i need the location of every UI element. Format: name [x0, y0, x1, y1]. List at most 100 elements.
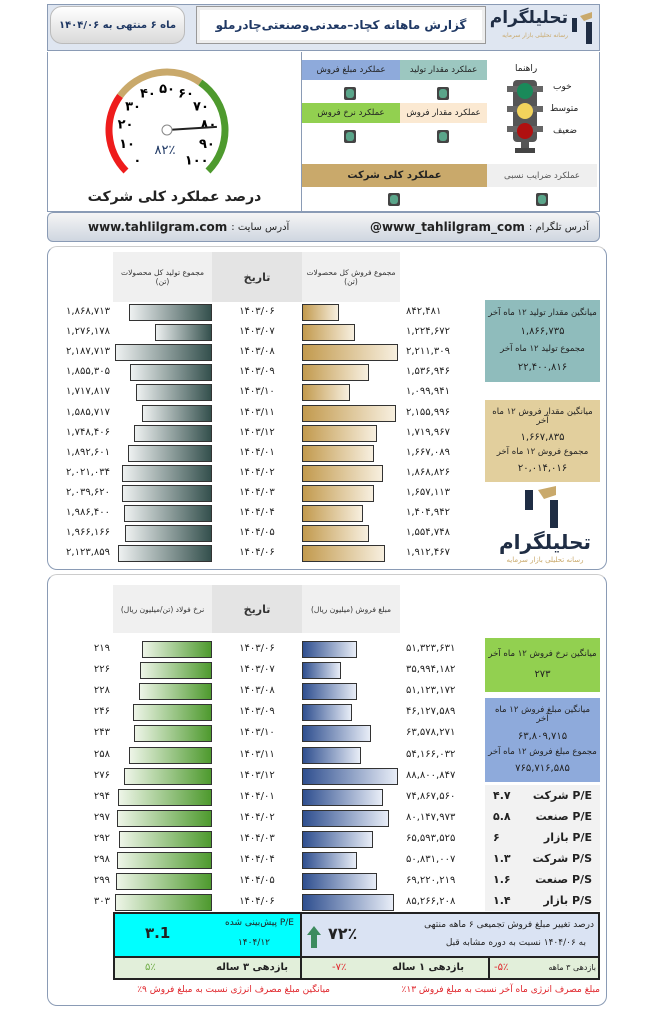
sales-amount-value: ۳۵,۹۹۴,۱۸۲	[406, 664, 456, 676]
date-cell: ۱۴۰۳/۰۷	[239, 326, 275, 338]
date-cell: ۱۴۰۳/۱۰	[239, 386, 275, 398]
production-bar	[122, 464, 212, 482]
ratio-label: P/S صنعت	[535, 873, 592, 886]
sales-qty-bar	[302, 444, 375, 462]
telegram-label: آدرس تلگرام :	[528, 221, 589, 233]
gauge-tick-label: ۱۰۰	[185, 154, 209, 169]
date-cell: ۱۴۰۴/۰۳	[239, 832, 275, 844]
sales-amount-value: ۶۹,۲۲۰,۲۱۹	[406, 875, 456, 887]
production-value: ۱,۵۸۵,۷۱۷	[66, 406, 110, 418]
avg-production-label: میانگین مقدار تولید ۱۲ ماه آخر	[488, 308, 597, 319]
sum-production-label: مجموع تولید ۱۲ ماه آخر	[500, 343, 585, 354]
sales-qty-bar	[302, 344, 398, 362]
sales-amount-value: ۶۵,۵۹۳,۵۲۵	[406, 832, 456, 844]
avg-sales-label: میانگین مقدار فروش ۱۲ ماه آخر	[492, 406, 593, 426]
sales-amount-bar	[302, 894, 395, 912]
sales-header-unit: (تن)	[344, 277, 358, 286]
gauge-tick-label: ۶۰	[178, 87, 194, 102]
telegram-link[interactable]: @www_tahlilgram_com	[369, 220, 525, 234]
steel-rate-value: ۲۱۹	[93, 643, 110, 654]
steel-rate-bar	[116, 809, 212, 827]
return-3y-cell: بازدهی ۳ ساله ۵٪	[115, 956, 302, 978]
gauge-medium-arc	[117, 68, 203, 99]
status-indicator-icon	[344, 87, 356, 100]
production-value: ۱,۸۶۸,۷۱۳	[66, 306, 110, 317]
forecast-pe-date: ۱۴۰۴/۱۲	[237, 938, 270, 948]
sales-qty-bar	[302, 304, 339, 321]
sales-qty-value: ۱,۲۲۴,۶۷۲	[406, 326, 450, 338]
summary-box: P/E پیش‌بینی شده ۱۴۰۴/۱۲ ۳.1 درصد تغییر …	[113, 912, 600, 980]
status-indicator-icon	[437, 130, 449, 143]
gauge-good-arc	[198, 79, 229, 174]
status-indicator-icon	[344, 130, 356, 143]
guide-medium: متوسط	[550, 104, 579, 114]
sales-qty-bar	[302, 424, 377, 442]
energy-last-month: مبلغ مصرف انرژی ماه آخر نسبت به مبلغ فرو…	[401, 985, 600, 995]
sales-qty-value: ۱,۵۵۴,۷۴۸	[406, 527, 450, 539]
return-1y-label: بازدهی ۱ ساله	[392, 962, 464, 973]
production-value: ۲,۱۸۷,۷۱۳	[66, 346, 110, 358]
address-bar: آدرس تلگرام : @www_tahlilgram_com آدرس س…	[47, 212, 600, 242]
date-cell: ۱۴۰۳/۰۹	[239, 706, 275, 718]
production-value: ۱,۷۱۷,۸۱۷	[66, 386, 110, 398]
sales-amount-value: ۵۴,۱۶۶,۰۳۲	[406, 748, 456, 760]
sales-qty-header: مجموع فروش کل محصولات (تن)	[302, 252, 400, 302]
steel-rate-value: ۲۹۷	[93, 811, 110, 823]
production-bar	[155, 324, 212, 342]
production-header-label: مجموع تولید کل محصولات	[121, 268, 204, 277]
date-cell: ۱۴۰۴/۰۱	[239, 446, 275, 458]
date-cell: ۱۴۰۳/۱۰	[239, 727, 275, 739]
guide-weak: ضعیف	[553, 126, 578, 136]
ratio-row: P/S بازار ۱.۴	[485, 890, 600, 911]
sales-amount-bar	[302, 641, 358, 658]
sales-qty-value: ۱,۹۱۲,۴۶۷	[406, 547, 450, 559]
site-link[interactable]: www.tahlilgram.com	[88, 220, 228, 234]
card-production-qty: عملکرد مقدار تولید	[400, 60, 487, 80]
ratio-row: P/E شرکت ۴.۷	[485, 785, 600, 806]
sales-amount-value: ۷۴,۸۶۷,۵۶۰	[406, 790, 456, 802]
production-value: ۱,۸۹۲,۶۰۱	[66, 446, 110, 458]
return-3m-value: -۵٪	[494, 962, 509, 973]
sales-amount-bar	[302, 873, 377, 891]
rate-amount-panel	[47, 574, 607, 1006]
sales-amount-value: ۸۸,۸۰۰,۸۴۷	[406, 769, 456, 781]
production-bar	[135, 384, 212, 402]
ratio-label: P/S شرکت	[532, 852, 592, 865]
date-cell: ۱۴۰۴/۰۳	[239, 486, 275, 498]
production-value: ۱,۹۶۶,۱۶۶	[66, 527, 110, 539]
sum-sales-value: ۲۰,۰۱۴,۰۱۶	[517, 463, 568, 475]
gauge-tick-label: ۹۰	[199, 137, 215, 152]
date-cell: ۱۴۰۴/۰۴	[239, 854, 275, 865]
sales-qty-value: ۱,۸۶۸,۸۲۶	[406, 466, 450, 478]
sales-amount-value: ۵۱,۱۲۳,۱۷۲	[406, 685, 456, 697]
amount-summary-box: میانگین مبلغ فروش ۱۲ ماه آخر ۶۳,۸۰۹,۷۱۵ …	[485, 698, 600, 782]
sales-summary-box: میانگین مقدار فروش ۱۲ ماه آخر ۱,۶۶۷,۸۳۵ …	[485, 400, 600, 482]
sales-qty-bar	[302, 404, 396, 422]
sales-amount-bar	[302, 746, 361, 764]
brand-tagline: رسانه تحلیلی بازار سرمایه	[502, 32, 568, 39]
return-3m-label: بازدهی ۳ ماهه	[548, 963, 596, 972]
sales-qty-value: ۱,۵۳۶,۹۴۶	[406, 366, 450, 378]
gauge-title: درصد عملکرد کلی شرکت	[87, 189, 262, 205]
forecast-pe-label: P/E پیش‌بینی شده	[225, 918, 294, 928]
sales-qty-bar	[302, 545, 386, 563]
gauge-tick-label: ۷۰	[193, 99, 209, 114]
card-sales-amount: عملکرد مبلغ فروش	[302, 60, 400, 80]
date-cell: ۱۴۰۳/۰۸	[239, 685, 275, 697]
sales-qty-value: ۸۴۲,۴۸۱	[406, 306, 442, 317]
forecast-pe-cell: P/E پیش‌بینی شده ۱۴۰۴/۱۲ ۳.1	[115, 914, 302, 956]
gauge-tick-label: ۱۰	[119, 137, 135, 152]
steel-rate-bar	[134, 725, 212, 743]
brand-name: تحلیلگرام	[489, 8, 568, 28]
ratio-label: P/E بازار	[543, 831, 592, 844]
production-bar	[129, 364, 212, 382]
sales-qty-value: ۲,۱۵۵,۹۹۶	[406, 406, 450, 418]
avg-sales-value: ۱,۶۶۷,۸۳۵	[520, 431, 565, 443]
tahlilgram-logo-icon	[525, 486, 558, 528]
sales-header-label: مجموع فروش کل محصولات	[306, 268, 396, 277]
avg-rate-value: ۲۷۳	[534, 669, 551, 681]
gauge-weak-arc	[105, 93, 129, 174]
forecast-pe-value: ۳.1	[145, 924, 171, 942]
sum-amount-label: مجموع مبلغ فروش ۱۲ ماه آخر	[488, 746, 597, 757]
sales-amount-value: ۵۰,۸۳۱,۰۰۷	[406, 854, 456, 865]
